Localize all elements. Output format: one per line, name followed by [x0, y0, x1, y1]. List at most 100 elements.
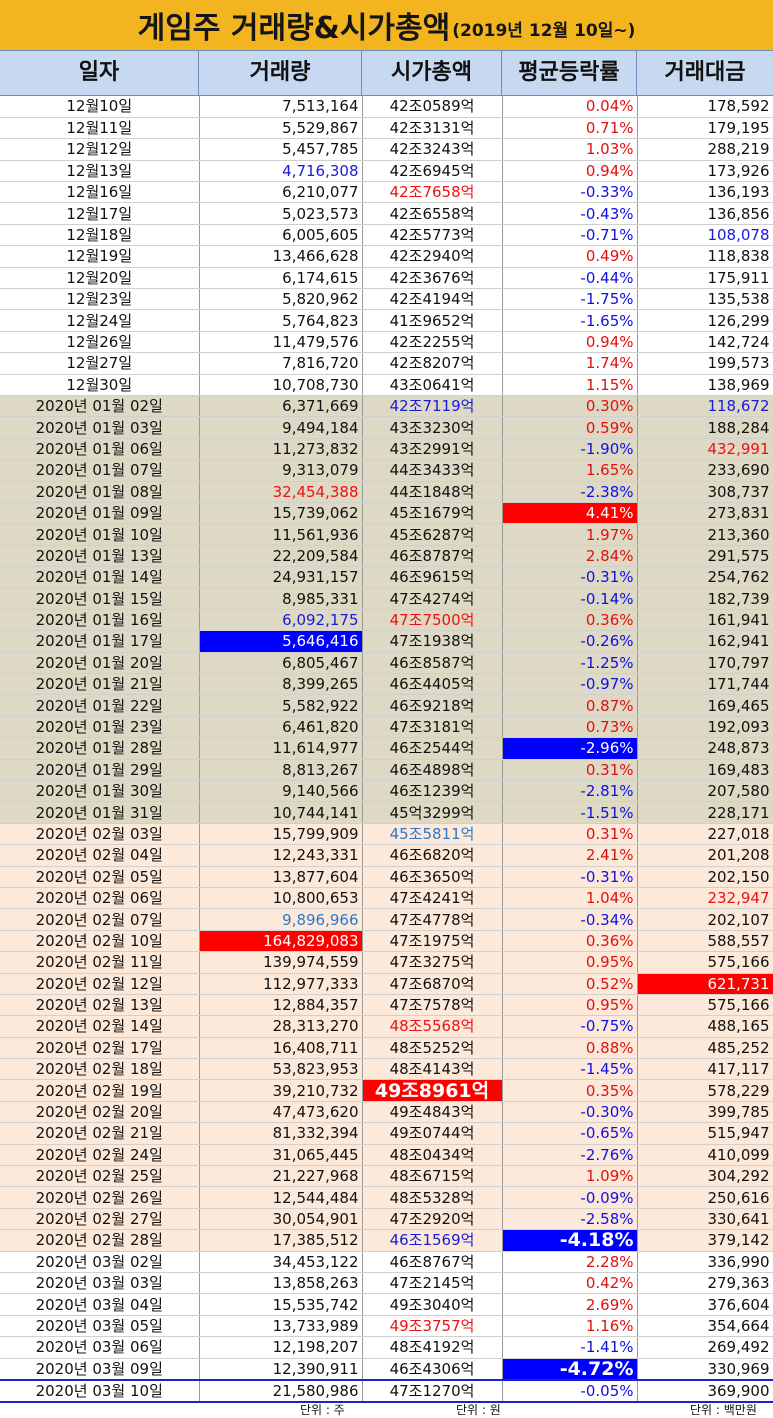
row-date: 2020년 01월 16일	[0, 609, 200, 632]
row-market-cap: 44조3433억	[362, 459, 503, 482]
table-row: 2020년 03월 04일 15,535,742 49조3040억 2.69% 376,…	[0, 1293, 773, 1316]
table-row: 2020년 02월 12일 112,977,333 47조6870억 0.52% 621…	[0, 973, 773, 995]
row-market-cap: 49조4843억	[362, 1101, 503, 1124]
row-trade-amount: 169,465	[637, 694, 773, 717]
row-date: 2020년 02월 13일	[0, 994, 200, 1017]
row-avg-change: -2.81%	[502, 780, 638, 803]
row-market-cap: 47조3275억	[362, 951, 503, 974]
table-row: 2020년 02월 18일 53,823,953 48조4143억 -1.45% 417…	[0, 1058, 773, 1081]
table-row: 12월30일 10,708,730 43조0641억 1.15% 138,969	[0, 374, 773, 396]
row-date: 2020년 03월 04일	[0, 1293, 200, 1316]
row-volume: 5,820,962	[199, 288, 363, 311]
row-date: 2020년 03월 05일	[0, 1315, 200, 1338]
table-row: 2020년 03월 03일 13,858,263 47조2145억 0.42% 279,…	[0, 1272, 773, 1295]
table-row: 2020년 01월 09일 15,739,062 45조1679억 4.41% 273,…	[0, 502, 773, 525]
row-trade-amount: 178,592	[637, 96, 773, 118]
row-market-cap: 42조7119억	[362, 395, 503, 418]
table-row: 2020년 02월 26일 12,544,484 48조5328억 -0.09% 250…	[0, 1186, 773, 1209]
row-market-cap: 46조4306억	[362, 1358, 503, 1381]
table-row: 12월17일 5,023,573 42조6558억 -0.43% 136,856	[0, 202, 773, 225]
row-volume: 139,974,559	[199, 951, 363, 974]
table-row: 2020년 01월 28일 11,614,977 46조2544억 -2.96% 248…	[0, 737, 773, 760]
row-trade-amount: 232,947	[637, 887, 773, 910]
row-volume: 32,454,388	[199, 481, 363, 503]
row-market-cap: 43조2991억	[362, 438, 503, 461]
row-market-cap: 43조0641억	[362, 374, 503, 396]
table-body: 12월10일 7,513,164 42조0589억 0.04% 178,592 12월11…	[0, 96, 773, 1403]
row-avg-change: 0.94%	[502, 331, 638, 354]
row-volume: 6,174,615	[199, 267, 363, 290]
row-avg-change: 0.88%	[502, 1037, 638, 1060]
row-trade-amount: 233,690	[637, 459, 773, 482]
row-avg-change: -0.75%	[502, 1015, 638, 1038]
row-date: 12월20일	[0, 267, 200, 290]
row-date: 12월19일	[0, 245, 200, 268]
table-row: 2020년 02월 17일 16,408,711 48조5252억 0.88% 485,…	[0, 1037, 773, 1060]
row-trade-amount: 410,099	[637, 1144, 773, 1167]
row-volume: 10,800,653	[199, 887, 363, 910]
header-avg-change: 평균등락률	[502, 51, 637, 95]
row-date: 2020년 02월 21일	[0, 1122, 200, 1145]
row-trade-amount: 135,538	[637, 288, 773, 311]
row-market-cap: 47조7500억	[362, 609, 503, 632]
table-row: 12월23일 5,820,962 42조4194억 -1.75% 135,538	[0, 288, 773, 311]
row-market-cap: 45조6287억	[362, 523, 503, 546]
table-row: 2020년 02월 11일 139,974,559 47조3275억 0.95% 575…	[0, 951, 773, 974]
row-market-cap: 49조0744억	[362, 1122, 503, 1145]
row-date: 2020년 02월 10일	[0, 930, 200, 953]
row-volume: 13,733,989	[199, 1315, 363, 1338]
row-avg-change: -0.09%	[502, 1186, 638, 1209]
row-market-cap: 42조3131억	[362, 117, 503, 140]
row-trade-amount: 399,785	[637, 1101, 773, 1124]
row-date: 2020년 02월 18일	[0, 1058, 200, 1081]
table-row: 2020년 01월 31일 10,744,141 45억3299억 -1.51% 228…	[0, 801, 773, 824]
row-market-cap: 42조2940억	[362, 245, 503, 268]
table-row: 2020년 02월 21일 81,332,394 49조0744억 -0.65% 515…	[0, 1122, 773, 1145]
row-avg-change: 1.15%	[502, 374, 638, 396]
row-volume: 4,716,308	[199, 160, 363, 183]
row-avg-change: 0.94%	[502, 160, 638, 183]
row-volume: 5,529,867	[199, 117, 363, 140]
row-trade-amount: 170,797	[637, 652, 773, 675]
row-date: 2020년 01월 22일	[0, 694, 200, 717]
row-trade-amount: 182,739	[637, 587, 773, 610]
row-date: 12월10일	[0, 96, 200, 118]
row-market-cap: 46조9218억	[362, 694, 503, 717]
table-row: 2020년 02월 04일 12,243,331 46조6820억 2.41% 201,…	[0, 844, 773, 867]
table-row: 2020년 01월 22일 5,582,922 46조9218억 0.87% 169,4…	[0, 694, 773, 717]
row-market-cap: 47조2145억	[362, 1272, 503, 1295]
table-row: 2020년 02월 27일 30,054,901 47조2920억 -2.58% 330…	[0, 1208, 773, 1231]
row-volume: 24,931,157	[199, 566, 363, 589]
row-date: 2020년 02월 03일	[0, 823, 200, 846]
row-avg-change: -0.34%	[502, 908, 638, 931]
page-title: 게임주 거래량&시가총액 (2019년 12월 10일~)	[0, 0, 773, 50]
data-table: 12월10일 7,513,164 42조0589억 0.04% 178,592 12월11…	[0, 96, 773, 1403]
row-volume: 164,829,083	[199, 930, 363, 953]
row-volume: 34,453,122	[199, 1251, 363, 1273]
row-trade-amount: 213,360	[637, 523, 773, 546]
row-trade-amount: 162,941	[637, 630, 773, 653]
row-volume: 11,479,576	[199, 331, 363, 354]
row-trade-amount: 288,219	[637, 138, 773, 161]
row-avg-change: -1.90%	[502, 438, 638, 461]
row-volume: 9,896,966	[199, 908, 363, 931]
row-volume: 6,461,820	[199, 716, 363, 739]
row-market-cap: 48조5568억	[362, 1015, 503, 1038]
row-avg-change: 1.97%	[502, 523, 638, 546]
row-avg-change: -1.41%	[502, 1336, 638, 1359]
row-date: 2020년 01월 14일	[0, 566, 200, 589]
row-volume: 47,473,620	[199, 1101, 363, 1124]
row-trade-amount: 515,947	[637, 1122, 773, 1145]
row-trade-amount: 126,299	[637, 309, 773, 332]
row-avg-change: -0.31%	[502, 566, 638, 589]
row-avg-change: -4.18%	[502, 1229, 638, 1252]
row-date: 2020년 02월 25일	[0, 1165, 200, 1188]
row-date: 2020년 02월 24일	[0, 1144, 200, 1167]
row-trade-amount: 227,018	[637, 823, 773, 846]
row-avg-change: 2.69%	[502, 1293, 638, 1316]
row-date: 2020년 01월 07일	[0, 459, 200, 482]
row-avg-change: -0.65%	[502, 1122, 638, 1145]
row-trade-amount: 199,573	[637, 352, 773, 375]
table-row: 12월19일 13,466,628 42조2940억 0.49% 118,838	[0, 245, 773, 268]
row-avg-change: 0.42%	[502, 1272, 638, 1295]
